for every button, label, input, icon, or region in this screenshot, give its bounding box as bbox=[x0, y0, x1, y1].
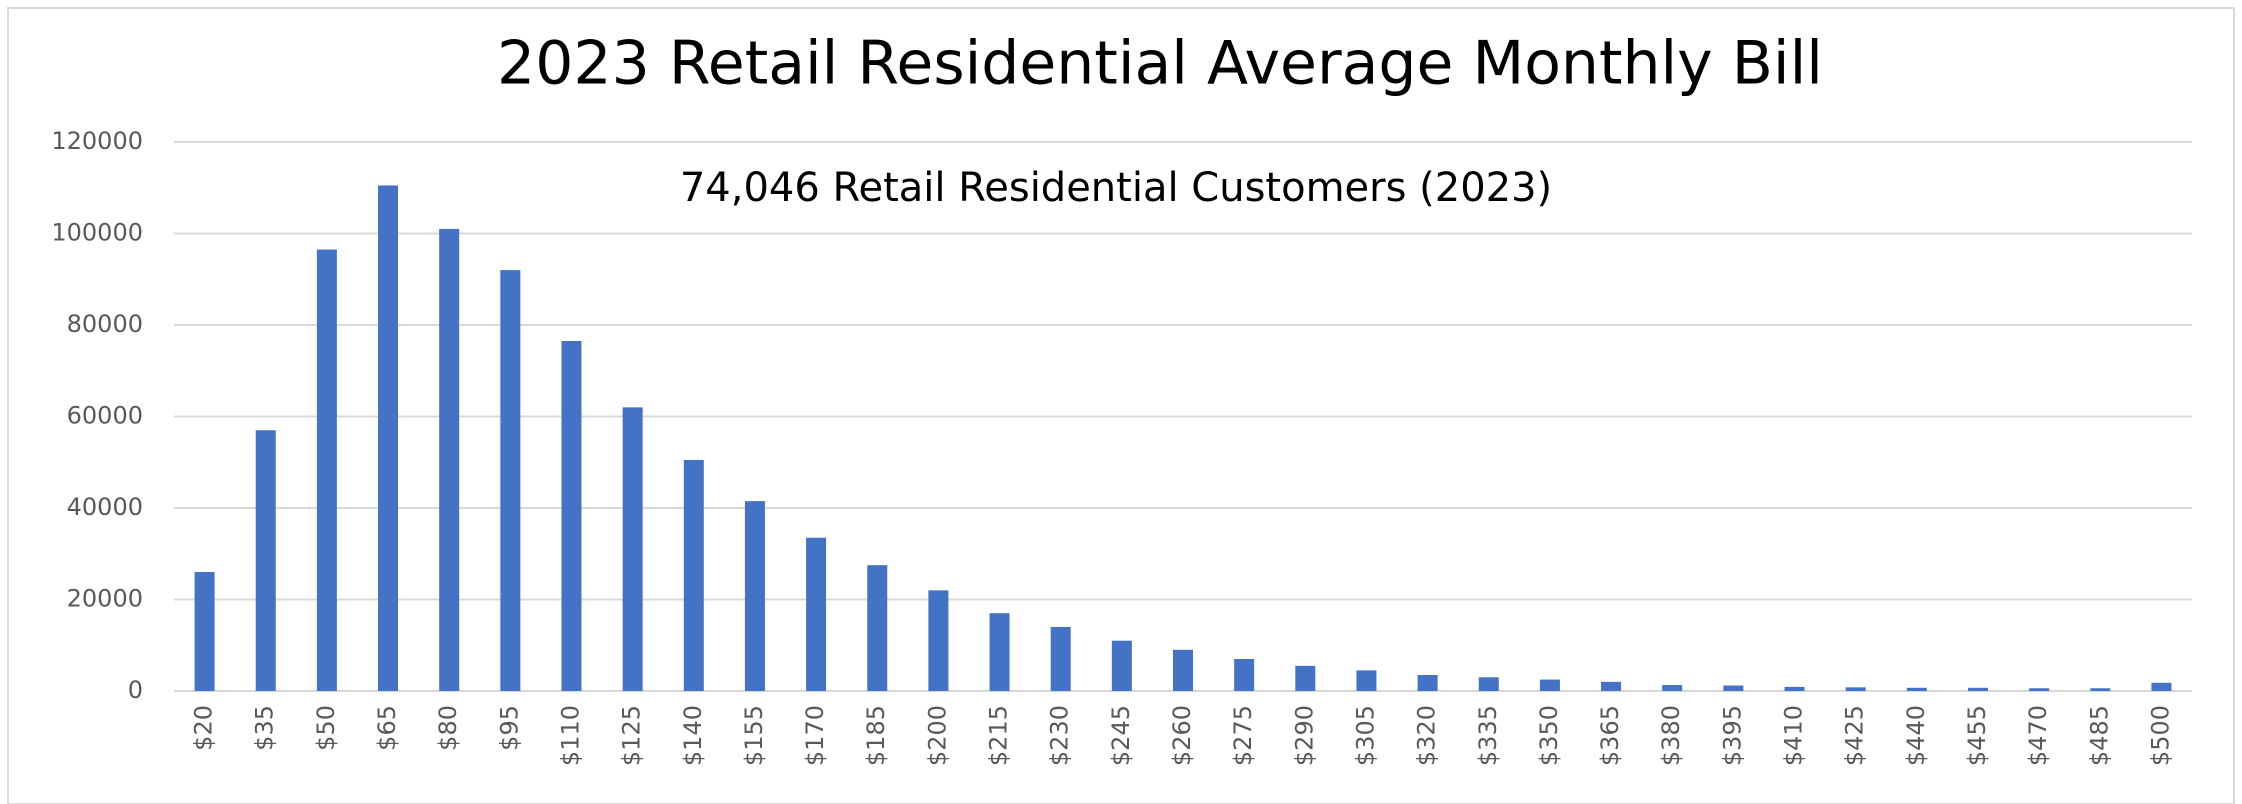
bar bbox=[683, 459, 704, 691]
x-tick-label: $20 bbox=[190, 705, 218, 751]
x-tick-label: $110 bbox=[556, 705, 584, 766]
bar bbox=[1906, 687, 1927, 691]
bar bbox=[378, 185, 399, 691]
x-tick-label: $275 bbox=[1229, 705, 1257, 766]
x-tick-label: $320 bbox=[1413, 705, 1441, 766]
y-tick-label: 40000 bbox=[67, 493, 143, 521]
chart-title: 2023 Retail Residential Average Monthly … bbox=[497, 29, 1823, 99]
bar bbox=[1295, 665, 1316, 691]
x-tick-label: $185 bbox=[862, 705, 890, 766]
bar bbox=[2151, 682, 2172, 691]
bar bbox=[439, 228, 460, 692]
bar bbox=[806, 537, 827, 691]
y-tick-label: 60000 bbox=[67, 402, 143, 430]
bar bbox=[500, 270, 521, 691]
x-tick-label: $380 bbox=[1657, 705, 1685, 766]
bar bbox=[1417, 674, 1438, 691]
bar bbox=[194, 572, 215, 691]
x-tick-label: $470 bbox=[2024, 705, 2052, 766]
x-tick-label: $350 bbox=[1535, 705, 1563, 766]
x-tick-label: $410 bbox=[1780, 705, 1808, 766]
bar bbox=[1539, 679, 1560, 691]
x-tick-label: $395 bbox=[1718, 705, 1746, 766]
bar bbox=[1845, 687, 1866, 691]
bar bbox=[1662, 685, 1683, 691]
x-tick-label: $260 bbox=[1168, 705, 1196, 766]
x-tick-label: $200 bbox=[923, 705, 951, 766]
bar bbox=[561, 341, 582, 691]
x-tick-label: $365 bbox=[1596, 705, 1624, 766]
x-tick-label: $35 bbox=[251, 705, 279, 751]
x-tick-label: $80 bbox=[434, 705, 462, 751]
bar bbox=[1356, 670, 1377, 691]
bar bbox=[255, 430, 276, 691]
y-tick-label: 20000 bbox=[67, 585, 143, 613]
bar bbox=[2090, 688, 2111, 691]
x-tick-label: $485 bbox=[2085, 705, 2113, 766]
bar bbox=[1723, 685, 1744, 691]
x-tick-label: $140 bbox=[679, 705, 707, 766]
bar bbox=[622, 407, 643, 691]
x-tick-label: $290 bbox=[1290, 705, 1318, 766]
bar bbox=[1967, 687, 1988, 691]
x-tick-label: $500 bbox=[2146, 705, 2174, 766]
x-tick-label: $305 bbox=[1351, 705, 1379, 766]
x-tick-label: $245 bbox=[1107, 705, 1135, 766]
bar bbox=[928, 590, 949, 691]
y-tick-label: 80000 bbox=[67, 310, 143, 338]
bar bbox=[1784, 686, 1805, 691]
x-tick-label: $440 bbox=[1902, 705, 1930, 766]
x-tick-label: $455 bbox=[1963, 705, 1991, 766]
bar bbox=[316, 249, 337, 691]
x-tick-label: $125 bbox=[618, 705, 646, 766]
x-tick-label: $155 bbox=[740, 705, 768, 766]
y-tick-label: 120000 bbox=[51, 127, 143, 155]
bar bbox=[867, 565, 888, 691]
bar bbox=[2029, 688, 2050, 691]
chart-subtitle: 74,046 Retail Residential Customers (202… bbox=[680, 165, 1552, 211]
bar bbox=[1111, 640, 1132, 691]
x-tick-label: $230 bbox=[1046, 705, 1074, 766]
x-tick-label: $425 bbox=[1841, 705, 1869, 766]
bar bbox=[1601, 681, 1622, 691]
bar bbox=[1234, 658, 1255, 691]
bar bbox=[1478, 677, 1499, 691]
x-tick-label: $215 bbox=[985, 705, 1013, 766]
bar bbox=[1050, 626, 1071, 691]
y-tick-label: 100000 bbox=[51, 219, 143, 247]
bar bbox=[989, 613, 1010, 691]
y-tick-label: 0 bbox=[128, 676, 143, 704]
x-tick-label: $335 bbox=[1474, 705, 1502, 766]
x-tick-label: $50 bbox=[312, 705, 340, 751]
bar bbox=[1173, 649, 1193, 691]
bar bbox=[744, 501, 765, 691]
x-tick-label: $95 bbox=[495, 705, 523, 751]
x-tick-label: $170 bbox=[801, 705, 829, 766]
x-tick-label: $65 bbox=[373, 705, 401, 751]
